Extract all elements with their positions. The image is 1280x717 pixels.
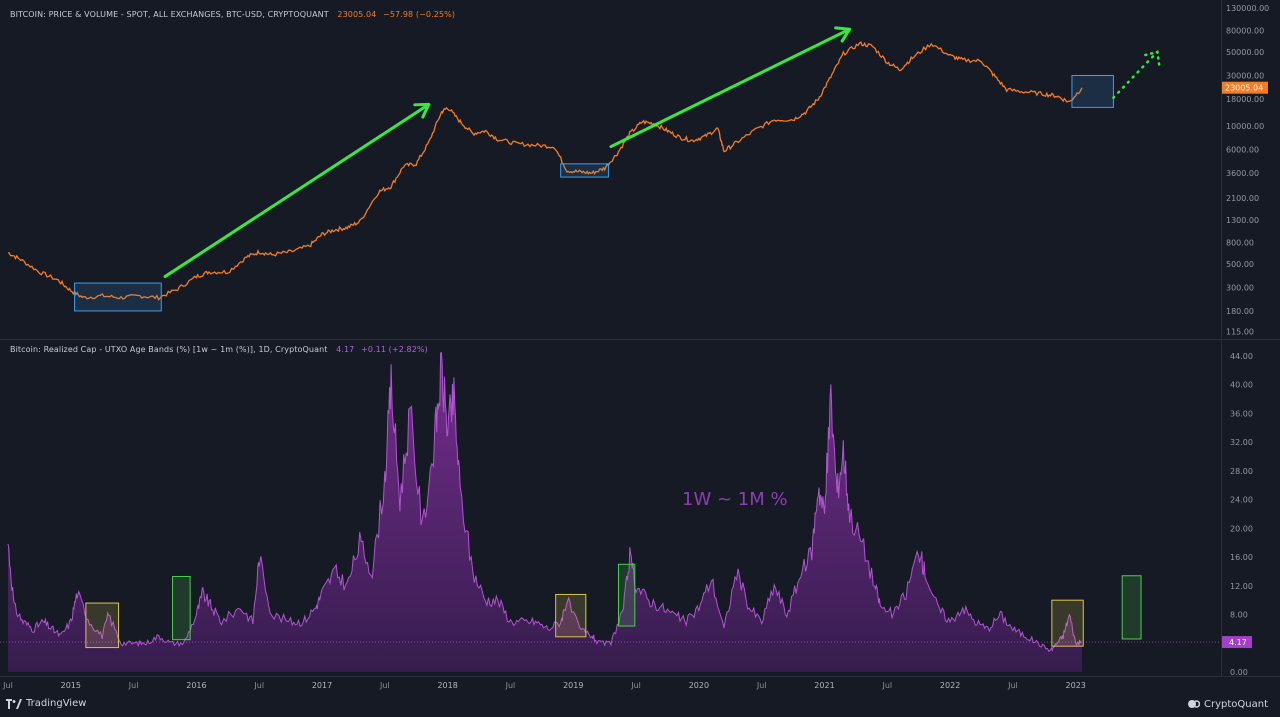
- price-y-tick-4: 18000.00: [1226, 95, 1264, 104]
- green-arrow-2-shaft: [609, 27, 852, 149]
- band-annotation-text: 1W ~ 1M %: [682, 489, 788, 510]
- price-y-tick-3: 30000.00: [1226, 71, 1264, 80]
- price-y-tick-6: 6000.00: [1226, 146, 1259, 155]
- band-y-tick-8: 12.00: [1230, 582, 1253, 591]
- green-arrow-1-shaft: [163, 102, 431, 279]
- x-tick-8: Jul: [505, 681, 516, 690]
- price-y-tick-11: 500.00: [1226, 260, 1254, 269]
- band-last-value-badge: [1222, 636, 1252, 649]
- price-y-tick-12: 300.00: [1226, 283, 1254, 292]
- green-box-2023: [1121, 575, 1142, 640]
- price-y-tick-14: 115.00: [1226, 328, 1254, 337]
- price-last-value-label: 23005.04: [1225, 84, 1263, 93]
- price-y-tick-10: 800.00: [1226, 238, 1254, 247]
- x-tick-11: 2020: [689, 681, 709, 690]
- price-y-tick-2: 50000.00: [1226, 48, 1264, 57]
- yellow-box-2022: [1051, 599, 1084, 647]
- price-y-tick-8: 2100.00: [1226, 194, 1259, 203]
- x-tick-9: 2019: [563, 681, 583, 690]
- price-chart-header: BITCOIN: PRICE & VOLUME - SPOT, ALL EXCH…: [10, 10, 455, 19]
- band-area-fill: [8, 352, 1082, 672]
- price-y-tick-7: 3600.00: [1226, 169, 1259, 178]
- price-y-tick-5: 10000.00: [1226, 122, 1264, 131]
- cryptoquant-logo-icon: [1188, 700, 1200, 708]
- price-y-tick-0: 130000.00: [1226, 4, 1269, 13]
- green-arrow-2-head: [834, 26, 852, 43]
- blue-box-2023: [1071, 74, 1114, 108]
- band-y-tick-6: 20.00: [1230, 524, 1253, 533]
- price-y-tick-13: 180.00: [1226, 307, 1254, 316]
- x-tick-12: Jul: [756, 681, 767, 690]
- band-y-tick-7: 16.00: [1230, 553, 1253, 562]
- price-change: −57.98 (−0.25%): [383, 10, 456, 19]
- band-last-value: 4.17: [336, 345, 355, 354]
- price-chart-title: BITCOIN: PRICE & VOLUME - SPOT, ALL EXCH…: [10, 10, 329, 19]
- x-tick-3: 2016: [186, 681, 206, 690]
- x-tick-15: 2022: [940, 681, 960, 690]
- band-y-tick-5: 24.00: [1230, 496, 1253, 505]
- green-box-2015: [172, 575, 191, 641]
- x-tick-14: Jul: [881, 681, 892, 690]
- tradingview-brand[interactable]: TradingView: [6, 698, 86, 709]
- x-tick-16: Jul: [1007, 681, 1018, 690]
- x-tick-2: Jul: [128, 681, 139, 690]
- x-tick-6: Jul: [379, 681, 390, 690]
- band-chart-header: Bitcoin: Realized Cap - UTXO Age Bands (…: [10, 345, 428, 354]
- tradingview-label: TradingView: [26, 698, 87, 709]
- band-y-tick-9: 8.00: [1230, 611, 1248, 620]
- band-y-tick-2: 36.00: [1230, 409, 1253, 418]
- band-y-tick-11: 0.00: [1230, 668, 1248, 677]
- price-series-line: [7, 41, 1083, 301]
- x-tick-0: Jul: [2, 681, 13, 690]
- projection-arrow-head: [1144, 50, 1161, 68]
- x-tick-17: 2023: [1066, 681, 1086, 690]
- band-y-tick-4: 28.00: [1230, 467, 1253, 476]
- yellow-box-2018: [555, 593, 587, 638]
- x-tick-5: 2017: [312, 681, 332, 690]
- band-chart-title: Bitcoin: Realized Cap - UTXO Age Bands (…: [10, 345, 328, 354]
- x-tick-4: Jul: [253, 681, 264, 690]
- green-arrow-1-head: [413, 102, 431, 119]
- x-tick-1: 2015: [61, 681, 81, 690]
- cryptoquant-label: CryptoQuant: [1204, 698, 1268, 710]
- cryptoquant-brand[interactable]: CryptoQuant: [1188, 698, 1268, 710]
- x-tick-7: 2018: [437, 681, 457, 690]
- x-tick-10: Jul: [630, 681, 641, 690]
- price-y-tick-1: 80000.00: [1226, 26, 1264, 35]
- blue-box-2015: [74, 282, 162, 312]
- band-last-value-label: 4.17: [1229, 638, 1247, 647]
- band-y-tick-3: 32.00: [1230, 438, 1253, 447]
- band-y-tick-1: 40.00: [1230, 381, 1253, 390]
- band-y-tick-0: 44.00: [1230, 352, 1253, 361]
- price-y-tick-9: 1300.00: [1226, 216, 1259, 225]
- band-series-line: [7, 351, 1082, 653]
- price-last-value: 23005.04: [337, 10, 377, 19]
- yellow-box-2015: [85, 602, 120, 649]
- price-last-value-badge: [1222, 81, 1268, 94]
- blue-box-2019: [560, 163, 609, 178]
- projection-arrow-shaft: [1112, 50, 1159, 99]
- green-box-2019: [617, 563, 636, 627]
- x-tick-13: 2021: [814, 681, 834, 690]
- band-change: +0.11 (+2.82%): [361, 345, 428, 354]
- tradingview-logo-icon: [6, 698, 22, 709]
